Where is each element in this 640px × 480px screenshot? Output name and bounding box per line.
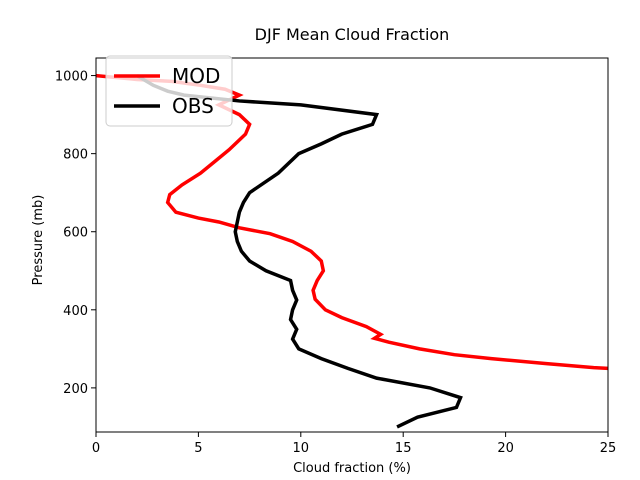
x-tick-label: 0 — [92, 441, 100, 456]
x-tick-label: 15 — [395, 441, 412, 456]
x-tick-label: 5 — [194, 441, 202, 456]
y-tick-label: 200 — [63, 382, 88, 397]
x-ticks: 0 5 10 15 20 25 — [92, 432, 616, 456]
y-tick-label: 400 — [63, 304, 88, 319]
x-tick-label: 10 — [293, 441, 310, 456]
legend: MOD OBS — [105, 55, 233, 127]
y-tick-label: 1000 — [55, 70, 88, 85]
y-tick-label: 600 — [63, 226, 88, 241]
legend-label-mod: MOD — [172, 64, 220, 88]
y-axis-label: Pressure (mb) — [31, 195, 46, 286]
series-lines — [96, 73, 608, 429]
legend-box — [105, 55, 233, 127]
y-ticks: 200 400 600 800 1000 — [55, 70, 96, 397]
legend-label-obs: OBS — [172, 94, 214, 118]
plot-frame — [95, 57, 609, 433]
chart-title: DJF Mean Cloud Fraction — [255, 25, 450, 44]
x-axis-label: Cloud fraction (%) — [293, 461, 411, 476]
x-tick-label: 20 — [497, 441, 514, 456]
x-tick-label: 25 — [600, 441, 617, 456]
y-tick-label: 800 — [63, 148, 88, 163]
series-line-obs — [136, 74, 463, 429]
